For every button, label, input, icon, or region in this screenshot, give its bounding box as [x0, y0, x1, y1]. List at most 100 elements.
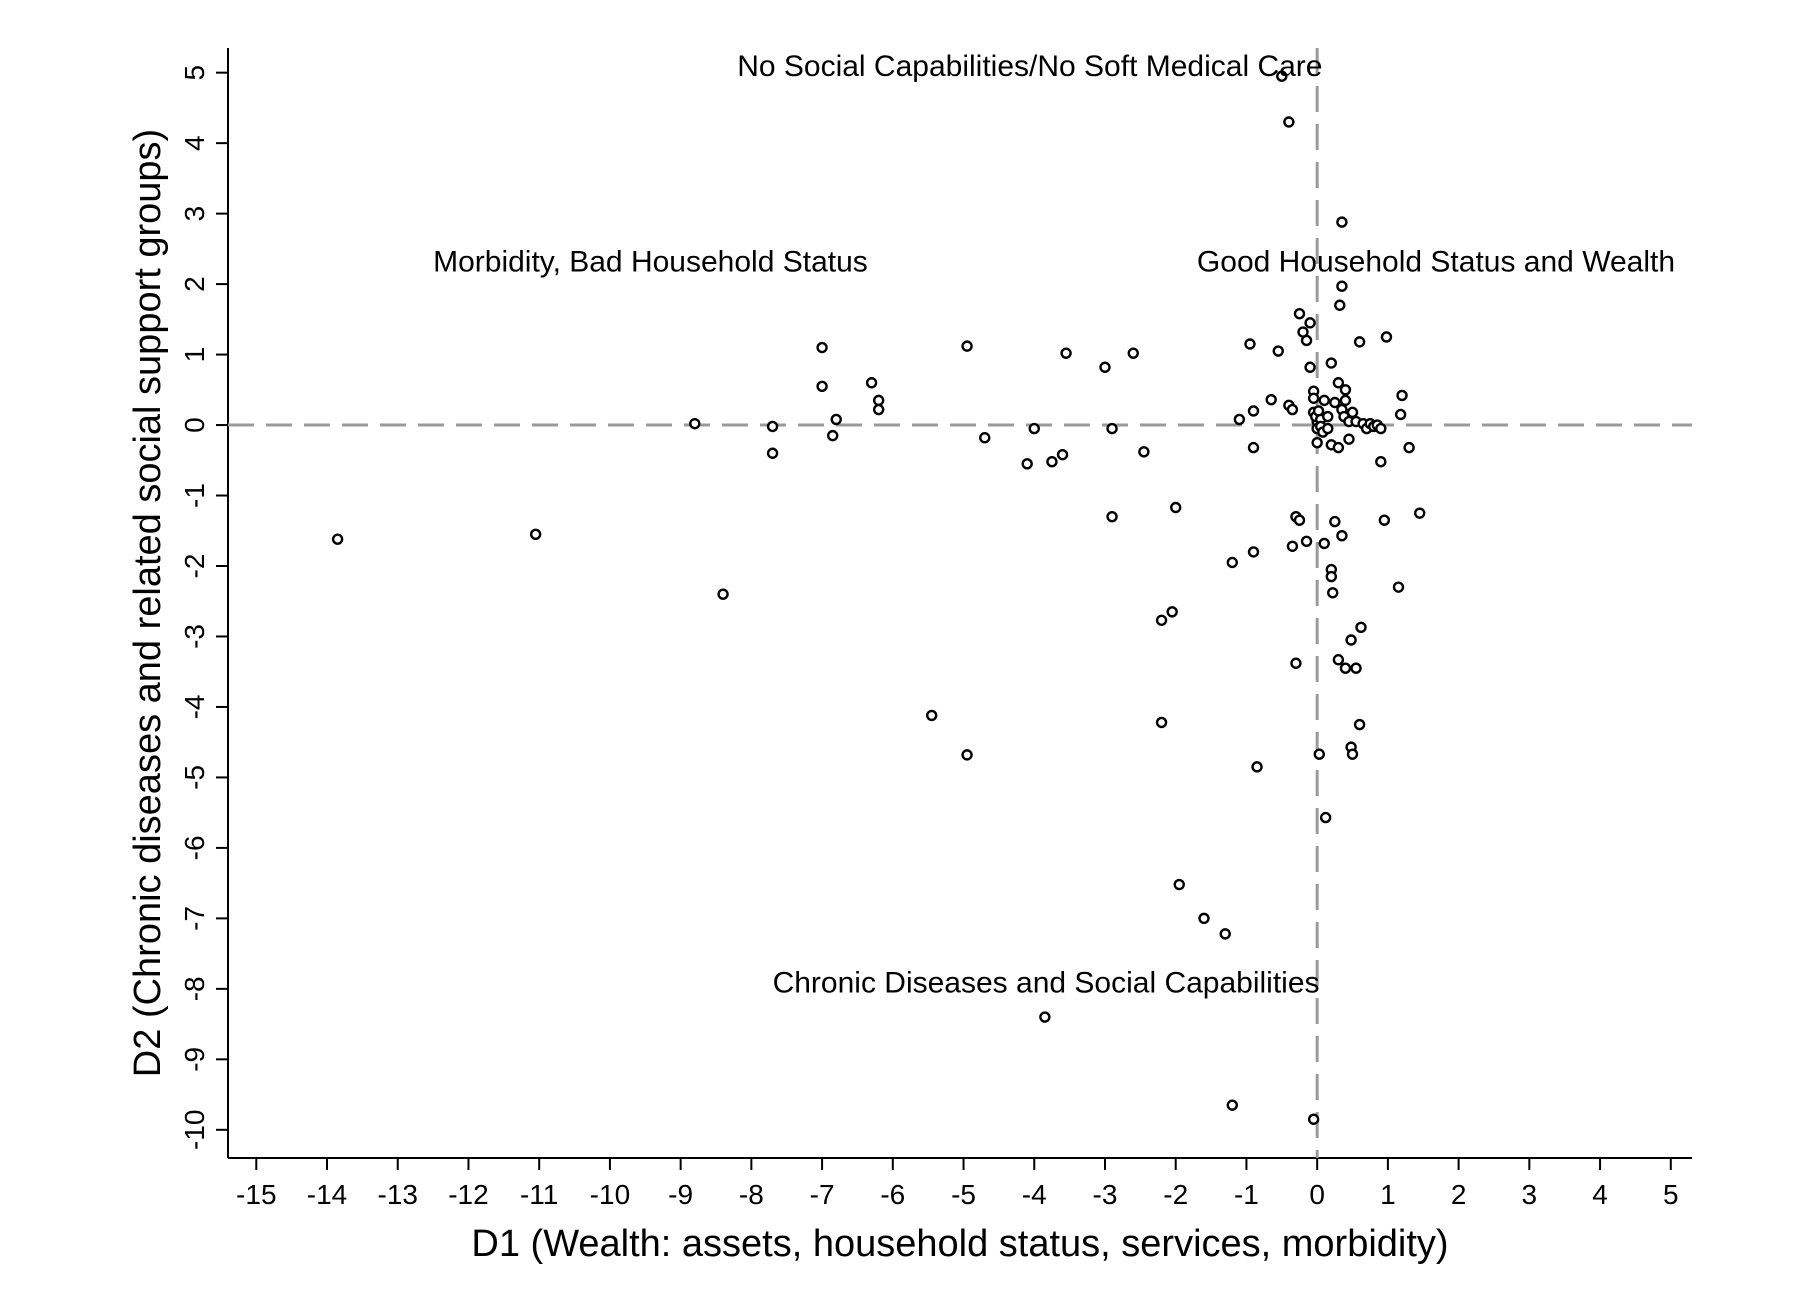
data-point — [1286, 540, 1299, 552]
data-point — [1265, 393, 1277, 406]
data-point — [1343, 433, 1355, 445]
data-point — [766, 420, 779, 433]
data-point — [1127, 347, 1139, 359]
quadrant-annotation: Chronic Diseases and Social Capabilities — [773, 966, 1320, 999]
quadrant-annotation: Good Household Status and Wealth — [1197, 245, 1675, 278]
x-tick-label: -5 — [951, 1179, 976, 1210]
x-tick-label: -12 — [448, 1179, 488, 1210]
data-point — [1375, 455, 1387, 468]
data-point — [1329, 396, 1341, 409]
data-point — [1396, 389, 1408, 402]
y-axis-title: D2 (Chronic diseases and related social … — [127, 129, 169, 1077]
x-tick-label: -7 — [810, 1179, 835, 1210]
y-tick-label: 4 — [179, 135, 210, 151]
data-point — [1155, 614, 1168, 626]
y-tick-label: -2 — [179, 554, 210, 579]
x-tick-label: -3 — [1093, 1179, 1118, 1210]
data-point — [1380, 331, 1393, 343]
data-point — [1378, 514, 1391, 526]
data-points — [331, 70, 1426, 1125]
data-point — [1319, 811, 1332, 824]
x-tick-label: 5 — [1663, 1179, 1679, 1210]
data-point — [1060, 347, 1072, 359]
x-tick-label: -11 — [520, 1179, 558, 1210]
data-point — [1392, 581, 1405, 593]
y-tick-label: -6 — [179, 835, 210, 860]
data-point — [826, 429, 839, 442]
data-point — [979, 432, 991, 444]
x-tick-label: -13 — [378, 1179, 418, 1210]
y-tick-label: 2 — [179, 276, 210, 292]
data-point — [1173, 878, 1185, 891]
data-point — [1353, 336, 1366, 348]
data-point — [1099, 361, 1111, 373]
y-tick-label: -5 — [179, 765, 210, 790]
data-point — [529, 528, 542, 540]
data-point — [830, 413, 842, 426]
data-point — [717, 588, 729, 600]
data-point — [1325, 357, 1338, 369]
data-point — [1106, 510, 1118, 523]
data-point — [1286, 403, 1299, 416]
data-point — [1247, 441, 1260, 454]
data-point — [1138, 446, 1150, 458]
data-point — [1046, 455, 1058, 468]
x-axis-title: D1 (Wealth: assets, household status, se… — [471, 1223, 1448, 1265]
data-point — [816, 341, 828, 354]
data-point — [1290, 657, 1302, 669]
data-point — [1318, 537, 1330, 550]
y-tick-label: 0 — [179, 417, 210, 433]
x-tick-label: -8 — [739, 1179, 764, 1210]
data-point — [1307, 1113, 1320, 1125]
data-point — [1332, 654, 1345, 666]
data-point — [1300, 535, 1313, 548]
x-tick-label: 1 — [1380, 1179, 1396, 1210]
y-tick-label: 3 — [179, 206, 210, 222]
data-point — [1322, 410, 1334, 423]
x-tick-label: -1 — [1234, 1179, 1259, 1210]
data-point — [1346, 748, 1359, 760]
data-point — [1318, 394, 1330, 407]
data-point — [1327, 587, 1339, 599]
y-tick-label: -8 — [179, 976, 210, 1001]
data-point — [865, 377, 878, 389]
data-point — [1226, 556, 1238, 569]
data-point — [1039, 1011, 1051, 1023]
data-point — [1307, 392, 1320, 404]
data-point — [1322, 422, 1334, 435]
data-point — [961, 340, 973, 352]
data-point — [1226, 1099, 1238, 1111]
data-point — [872, 403, 885, 416]
data-point — [1394, 408, 1407, 421]
annotations: No Social Capabilities/No Soft Medical C… — [433, 50, 1675, 999]
data-point — [1021, 458, 1033, 470]
data-point — [1414, 507, 1426, 519]
y-tick-label: 5 — [179, 65, 210, 81]
data-point — [1293, 514, 1306, 526]
data-point — [1332, 377, 1345, 389]
data-point — [1325, 570, 1338, 583]
data-point — [1403, 441, 1415, 454]
y-tick-label: -1 — [179, 483, 210, 508]
x-tick-label: 3 — [1522, 1179, 1538, 1210]
data-point — [1339, 384, 1352, 396]
x-tick-label: 4 — [1592, 1179, 1608, 1210]
data-point — [1336, 529, 1348, 542]
data-point — [1346, 406, 1359, 419]
data-point — [1056, 448, 1069, 461]
data-point — [1304, 317, 1316, 329]
y-tick-label: 1 — [179, 347, 210, 363]
data-point — [1332, 441, 1345, 454]
data-point — [1166, 606, 1178, 618]
data-point — [1300, 334, 1313, 347]
data-point — [1028, 422, 1040, 435]
data-point — [1251, 761, 1263, 773]
data-point — [1106, 422, 1118, 435]
data-point — [1170, 501, 1182, 514]
data-point — [1244, 338, 1256, 350]
data-point — [1247, 405, 1260, 417]
data-point — [1276, 70, 1288, 82]
x-tick-label: -15 — [236, 1179, 276, 1210]
data-point — [1311, 436, 1323, 449]
